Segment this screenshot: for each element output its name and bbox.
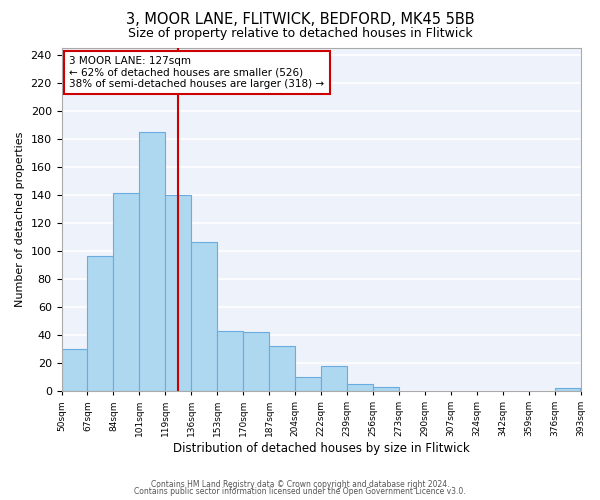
Bar (269, 346, 295, 391)
Bar (191, 242, 217, 391)
Text: Contains HM Land Registry data © Crown copyright and database right 2024.: Contains HM Land Registry data © Crown c… (151, 480, 449, 489)
Text: 3 MOOR LANE: 127sqm
← 62% of detached houses are smaller (526)
38% of semi-detac: 3 MOOR LANE: 127sqm ← 62% of detached ho… (70, 56, 325, 90)
Bar (321, 366, 347, 391)
Bar (554, 388, 580, 391)
Bar (113, 194, 139, 391)
Bar (139, 132, 166, 391)
Bar (217, 330, 243, 391)
Bar (88, 256, 113, 391)
Bar (62, 349, 88, 391)
Bar (166, 194, 191, 391)
Text: Size of property relative to detached houses in Flitwick: Size of property relative to detached ho… (128, 28, 472, 40)
Bar (295, 377, 321, 391)
Text: 3, MOOR LANE, FLITWICK, BEDFORD, MK45 5BB: 3, MOOR LANE, FLITWICK, BEDFORD, MK45 5B… (125, 12, 475, 28)
Bar (347, 384, 373, 391)
Y-axis label: Number of detached properties: Number of detached properties (15, 132, 25, 307)
Text: Contains public sector information licensed under the Open Government Licence v3: Contains public sector information licen… (134, 487, 466, 496)
Bar (373, 387, 399, 391)
X-axis label: Distribution of detached houses by size in Flitwick: Distribution of detached houses by size … (173, 442, 469, 455)
Bar (243, 332, 269, 391)
